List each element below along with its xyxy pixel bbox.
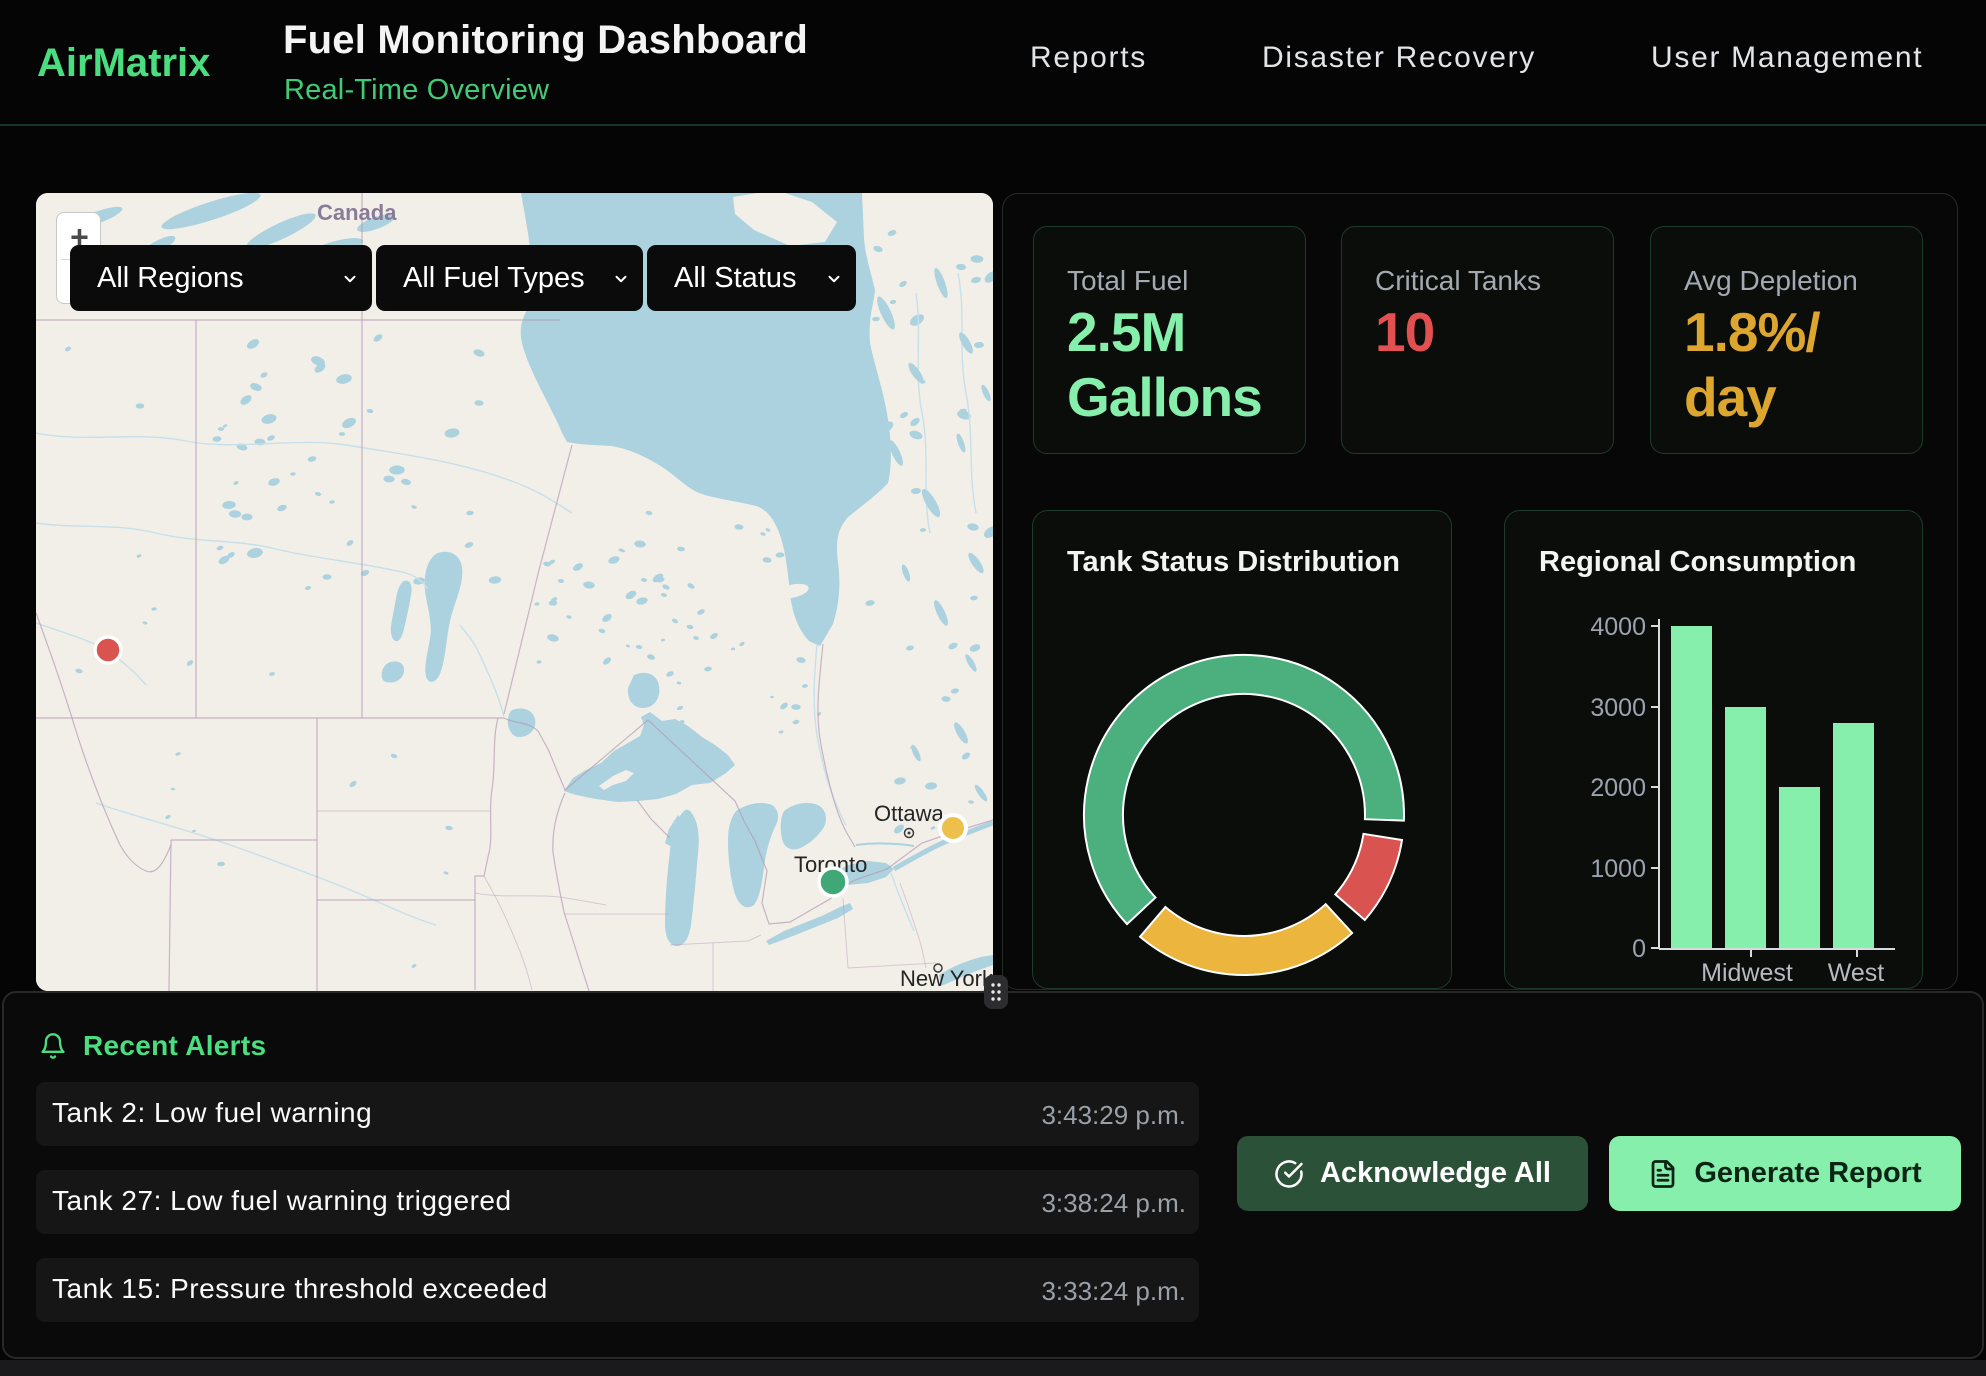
svg-text:0: 0 — [1632, 935, 1646, 963]
svg-text:New York: New York — [900, 966, 993, 991]
svg-text:3000: 3000 — [1590, 694, 1646, 722]
svg-text:West: West — [1828, 959, 1885, 987]
svg-text:Ottawa: Ottawa — [874, 801, 944, 826]
svg-text:4000: 4000 — [1590, 613, 1646, 641]
svg-text:2000: 2000 — [1590, 774, 1646, 802]
svg-text:1000: 1000 — [1590, 855, 1646, 883]
svg-text:Canada: Canada — [317, 200, 397, 225]
svg-text:Midwest: Midwest — [1701, 959, 1793, 987]
